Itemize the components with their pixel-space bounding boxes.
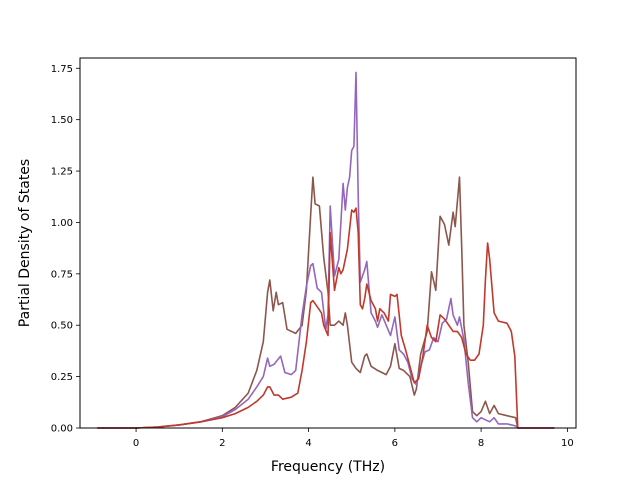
y-tick-label: 1.50 bbox=[51, 115, 73, 126]
plot-frame bbox=[79, 57, 577, 429]
series-line-3 bbox=[97, 207, 555, 429]
x-axis: 0 2 4 6 8 10 bbox=[133, 428, 574, 449]
x-tick-label: 6 bbox=[392, 438, 398, 449]
series-line-1 bbox=[97, 176, 555, 429]
y-tick-label: 1.25 bbox=[51, 167, 73, 178]
y-tick-label: 1.75 bbox=[51, 64, 73, 75]
x-tick-label: 4 bbox=[305, 438, 311, 449]
series-layer bbox=[97, 71, 555, 429]
x-tick-label: 0 bbox=[133, 438, 139, 449]
x-axis-label: Frequency (THz) bbox=[271, 459, 385, 475]
y-axis: 0.00 0.25 0.50 0.75 1.00 1.25 1.50 1.75 bbox=[51, 64, 80, 435]
series-line-2 bbox=[97, 71, 555, 429]
y-tick-label: 0.75 bbox=[51, 269, 73, 280]
y-tick-label: 0.50 bbox=[51, 321, 73, 332]
y-tick-label: 0.25 bbox=[51, 372, 73, 383]
y-tick-label: 1.00 bbox=[51, 218, 73, 229]
y-axis-label: Partial Density of States bbox=[17, 159, 33, 327]
x-tick-label: 10 bbox=[561, 438, 574, 449]
x-tick-label: 2 bbox=[219, 438, 225, 449]
x-tick-label: 8 bbox=[478, 438, 484, 449]
y-tick-label: 0.00 bbox=[51, 424, 73, 435]
